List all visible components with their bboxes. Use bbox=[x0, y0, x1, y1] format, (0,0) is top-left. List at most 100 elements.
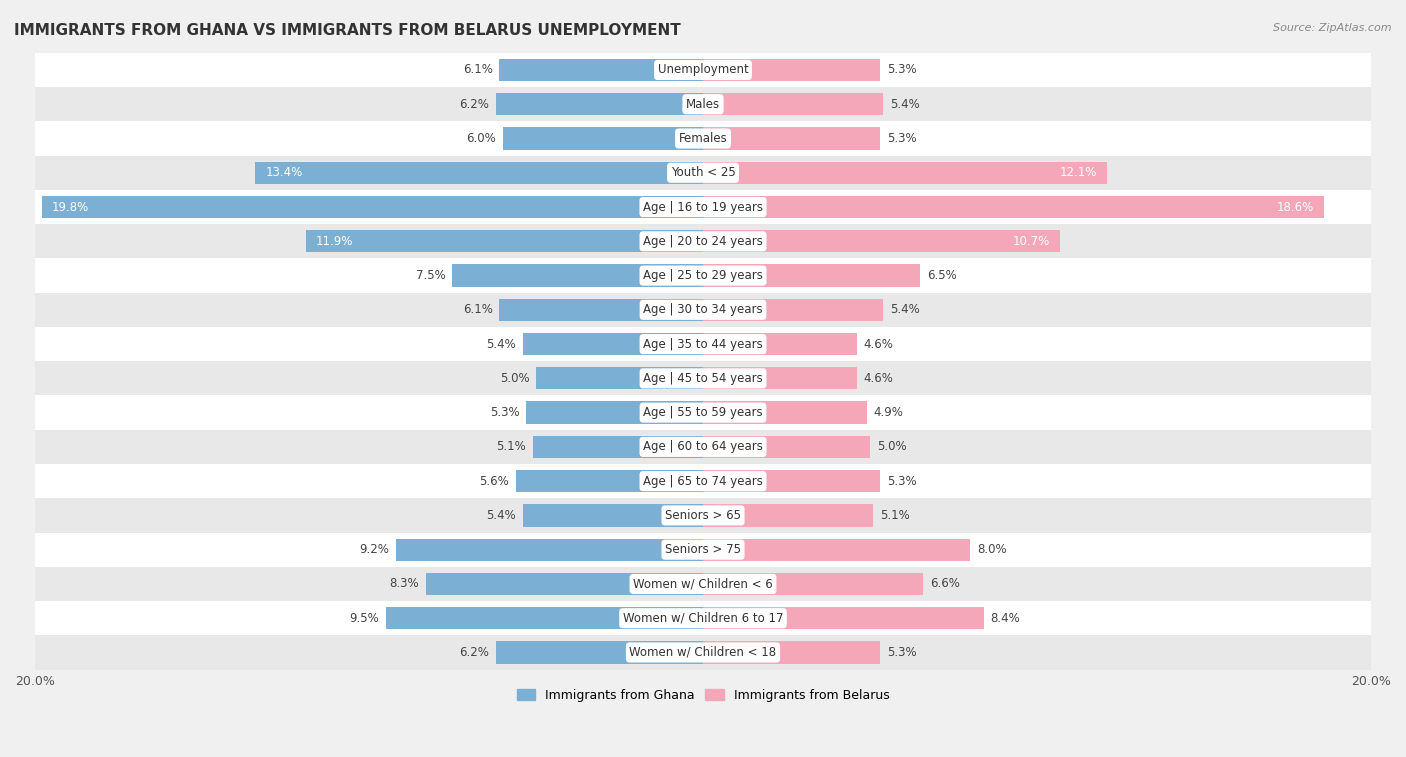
Text: 5.4%: 5.4% bbox=[486, 509, 516, 522]
Text: Age | 30 to 34 years: Age | 30 to 34 years bbox=[643, 304, 763, 316]
Bar bbox=[256, 162, 703, 184]
Text: 4.9%: 4.9% bbox=[873, 406, 903, 419]
Text: 4.6%: 4.6% bbox=[863, 372, 893, 385]
Text: 5.0%: 5.0% bbox=[499, 372, 529, 385]
Text: Age | 16 to 19 years: Age | 16 to 19 years bbox=[643, 201, 763, 213]
Bar bbox=[35, 258, 1371, 293]
Text: 6.6%: 6.6% bbox=[931, 578, 960, 590]
Bar bbox=[35, 430, 1371, 464]
Bar bbox=[703, 264, 920, 287]
Bar bbox=[703, 607, 984, 629]
Text: 5.1%: 5.1% bbox=[880, 509, 910, 522]
Bar bbox=[703, 367, 856, 390]
Text: 6.5%: 6.5% bbox=[927, 269, 956, 282]
Text: Women w/ Children 6 to 17: Women w/ Children 6 to 17 bbox=[623, 612, 783, 625]
Bar bbox=[35, 190, 1371, 224]
Text: 18.6%: 18.6% bbox=[1277, 201, 1315, 213]
Bar bbox=[35, 224, 1371, 258]
Text: Age | 35 to 44 years: Age | 35 to 44 years bbox=[643, 338, 763, 350]
Bar bbox=[523, 333, 703, 355]
Bar bbox=[35, 121, 1371, 156]
Bar bbox=[35, 464, 1371, 498]
Bar bbox=[35, 567, 1371, 601]
Text: 7.5%: 7.5% bbox=[416, 269, 446, 282]
Bar bbox=[426, 573, 703, 595]
Bar bbox=[703, 299, 883, 321]
Text: 5.3%: 5.3% bbox=[489, 406, 519, 419]
Text: 9.2%: 9.2% bbox=[359, 544, 389, 556]
Bar bbox=[35, 395, 1371, 430]
Text: Age | 60 to 64 years: Age | 60 to 64 years bbox=[643, 441, 763, 453]
Text: 5.3%: 5.3% bbox=[887, 475, 917, 488]
Bar bbox=[703, 401, 866, 424]
Bar bbox=[703, 641, 880, 664]
Bar bbox=[502, 127, 703, 150]
Bar bbox=[523, 504, 703, 527]
Bar bbox=[499, 299, 703, 321]
Bar bbox=[703, 333, 856, 355]
Bar bbox=[305, 230, 703, 252]
Text: Source: ZipAtlas.com: Source: ZipAtlas.com bbox=[1274, 23, 1392, 33]
Text: 5.3%: 5.3% bbox=[887, 132, 917, 145]
Text: 5.3%: 5.3% bbox=[887, 64, 917, 76]
Text: Age | 20 to 24 years: Age | 20 to 24 years bbox=[643, 235, 763, 248]
Bar bbox=[385, 607, 703, 629]
Bar bbox=[703, 93, 883, 115]
Text: Age | 25 to 29 years: Age | 25 to 29 years bbox=[643, 269, 763, 282]
Bar bbox=[499, 59, 703, 81]
Text: 11.9%: 11.9% bbox=[315, 235, 353, 248]
Bar bbox=[703, 538, 970, 561]
Text: Seniors > 65: Seniors > 65 bbox=[665, 509, 741, 522]
Text: 19.8%: 19.8% bbox=[52, 201, 89, 213]
Text: 5.3%: 5.3% bbox=[887, 646, 917, 659]
Bar bbox=[35, 156, 1371, 190]
Bar bbox=[516, 470, 703, 492]
Bar bbox=[35, 601, 1371, 635]
Bar bbox=[42, 196, 703, 218]
Text: Seniors > 75: Seniors > 75 bbox=[665, 544, 741, 556]
Bar bbox=[496, 641, 703, 664]
Bar bbox=[453, 264, 703, 287]
Text: 6.1%: 6.1% bbox=[463, 64, 492, 76]
Text: 5.0%: 5.0% bbox=[877, 441, 907, 453]
Text: 8.4%: 8.4% bbox=[990, 612, 1019, 625]
Bar bbox=[35, 87, 1371, 121]
Bar bbox=[703, 59, 880, 81]
Text: 5.4%: 5.4% bbox=[486, 338, 516, 350]
Bar bbox=[703, 127, 880, 150]
Text: 13.4%: 13.4% bbox=[266, 167, 302, 179]
Legend: Immigrants from Ghana, Immigrants from Belarus: Immigrants from Ghana, Immigrants from B… bbox=[512, 684, 894, 706]
Bar bbox=[35, 498, 1371, 532]
Text: 4.6%: 4.6% bbox=[863, 338, 893, 350]
Bar bbox=[35, 532, 1371, 567]
Text: 5.4%: 5.4% bbox=[890, 98, 920, 111]
Text: Unemployment: Unemployment bbox=[658, 64, 748, 76]
Bar bbox=[536, 367, 703, 390]
Text: 6.2%: 6.2% bbox=[460, 98, 489, 111]
Text: 5.1%: 5.1% bbox=[496, 441, 526, 453]
Text: 6.0%: 6.0% bbox=[467, 132, 496, 145]
Bar bbox=[533, 436, 703, 458]
Bar bbox=[496, 93, 703, 115]
Bar bbox=[35, 53, 1371, 87]
Bar bbox=[703, 470, 880, 492]
Text: Age | 45 to 54 years: Age | 45 to 54 years bbox=[643, 372, 763, 385]
Text: 9.5%: 9.5% bbox=[349, 612, 380, 625]
Bar bbox=[703, 504, 873, 527]
Text: 6.1%: 6.1% bbox=[463, 304, 492, 316]
Bar bbox=[35, 361, 1371, 395]
Text: 5.6%: 5.6% bbox=[479, 475, 509, 488]
Text: Women w/ Children < 6: Women w/ Children < 6 bbox=[633, 578, 773, 590]
Text: 5.4%: 5.4% bbox=[890, 304, 920, 316]
Text: Age | 55 to 59 years: Age | 55 to 59 years bbox=[643, 406, 763, 419]
Text: Age | 65 to 74 years: Age | 65 to 74 years bbox=[643, 475, 763, 488]
Bar bbox=[35, 635, 1371, 670]
Bar bbox=[526, 401, 703, 424]
Text: 6.2%: 6.2% bbox=[460, 646, 489, 659]
Text: Males: Males bbox=[686, 98, 720, 111]
Bar bbox=[395, 538, 703, 561]
Text: Women w/ Children < 18: Women w/ Children < 18 bbox=[630, 646, 776, 659]
Text: 10.7%: 10.7% bbox=[1014, 235, 1050, 248]
Text: 8.3%: 8.3% bbox=[389, 578, 419, 590]
Bar bbox=[703, 436, 870, 458]
